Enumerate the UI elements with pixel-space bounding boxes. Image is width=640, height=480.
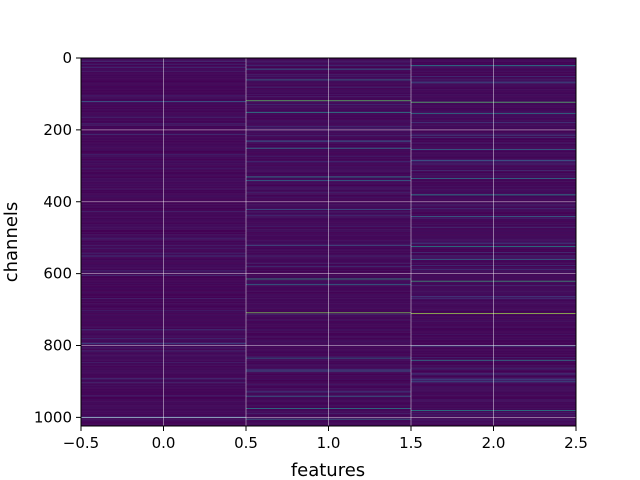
x-tick-label: 2.0: [482, 434, 506, 452]
y-tick-label: 400: [43, 193, 72, 211]
y-tick-label: 1000: [34, 408, 72, 426]
y-axis-ticks: 0 200 400 600 800 1000: [34, 49, 81, 426]
y-axis-label: channels: [1, 202, 22, 283]
x-axis-ticks: −0.5 0.0 0.5 1.0 1.5 2.0 2.5: [63, 426, 588, 452]
x-tick-label: 0.0: [152, 434, 176, 452]
x-axis-label: features: [291, 460, 365, 480]
x-tick-label: 2.5: [564, 434, 588, 452]
y-tick-label: 600: [43, 265, 72, 283]
x-tick-label: −0.5: [63, 434, 99, 452]
y-tick-label: 0: [62, 49, 72, 67]
y-tick-label: 200: [43, 121, 72, 139]
y-tick-label: 800: [43, 337, 72, 355]
x-tick-label: 1.5: [399, 434, 423, 452]
x-tick-label: 1.0: [317, 434, 341, 452]
x-tick-label: 0.5: [234, 434, 258, 452]
